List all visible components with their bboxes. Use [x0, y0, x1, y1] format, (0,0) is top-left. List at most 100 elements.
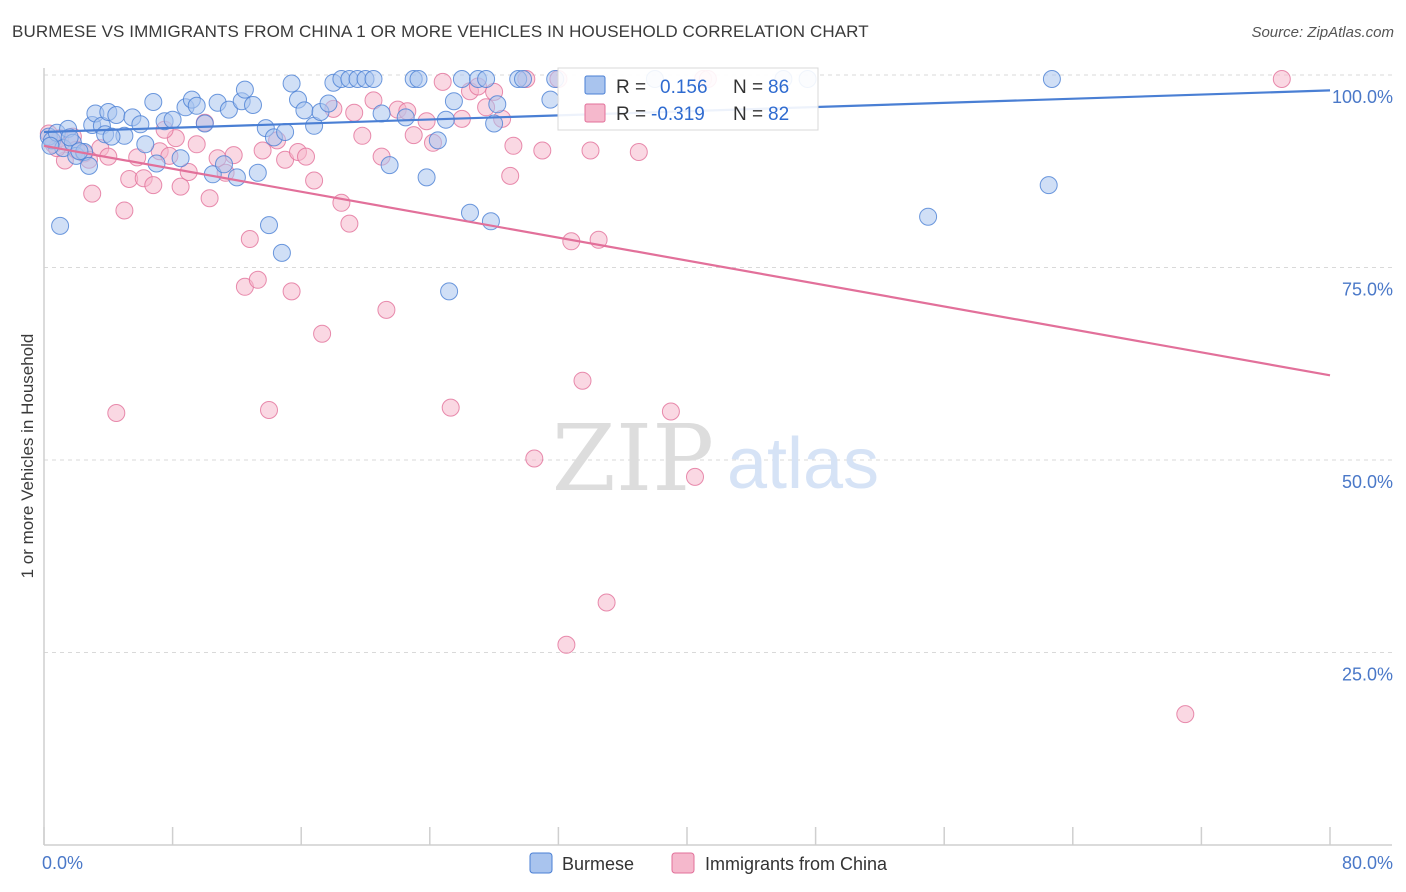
- china-point-7: [83, 184, 102, 203]
- stats-legend: R = 0.156 N = 86 R = -0.319 N = 82: [557, 67, 819, 131]
- burmese-point-81: [1042, 70, 1061, 88]
- series-legend-label-burmese: Burmese: [562, 854, 634, 874]
- series-legend-label-china: Immigrants from China: [705, 854, 888, 874]
- y-tick-label-2: 75.0%: [1342, 280, 1393, 300]
- trend-lines: [43, 89, 1331, 377]
- china-point-53: [441, 398, 460, 417]
- china-point-11: [115, 201, 134, 220]
- china-point-15: [144, 176, 163, 195]
- legend-n-label-china: N =: [733, 104, 763, 125]
- burmese-point-79: [919, 207, 938, 226]
- china-point-19: [171, 177, 190, 196]
- burmese-point-33: [227, 168, 246, 187]
- burmese-point-21: [147, 154, 166, 173]
- legend-r-label-china: R =: [616, 104, 646, 125]
- burmese-point-37: [248, 163, 267, 182]
- burmese-point-71: [488, 95, 507, 114]
- china-point-73: [661, 402, 680, 421]
- china-point-50: [417, 112, 436, 131]
- burmese-point-80: [1039, 176, 1058, 195]
- china-point-78: [1272, 70, 1291, 88]
- burmese-point-60: [417, 168, 436, 187]
- china-point-21: [187, 135, 206, 154]
- trend-line-china: [43, 144, 1331, 377]
- legend-n-value-burmese: 86: [768, 77, 789, 98]
- y-tick-label-0: 25.0%: [1342, 665, 1393, 685]
- burmese-point-32: [219, 100, 238, 119]
- china-point-68: [573, 371, 592, 390]
- burmese-point-3: [51, 216, 70, 235]
- china-point-44: [364, 91, 383, 110]
- watermark-atlas: atlas: [727, 424, 879, 504]
- china-point-52: [433, 72, 452, 91]
- burmese-point-19: [136, 135, 155, 154]
- series-legend-swatch-burmese: [529, 852, 553, 874]
- y-tick-label-3: 100.0%: [1332, 87, 1393, 107]
- legend-r-value-burmese: 0.156: [660, 77, 708, 98]
- burmese-point-31: [215, 155, 233, 174]
- burmese-point-24: [171, 149, 190, 168]
- legend-swatch-china: [584, 103, 606, 123]
- china-point-61: [504, 136, 523, 155]
- china-point-28: [240, 230, 259, 248]
- china-point-37: [305, 171, 324, 190]
- x-tick-marks: [43, 827, 1331, 845]
- burmese-point-82: [41, 136, 60, 155]
- burmese-point-39: [260, 216, 278, 235]
- china-point-36: [297, 147, 315, 166]
- legend-n-label-burmese: N =: [733, 77, 763, 98]
- burmese-point-35: [235, 80, 254, 99]
- china-point-41: [340, 214, 359, 233]
- burmese-point-85: [102, 127, 121, 146]
- legend-n-value-china: 82: [768, 104, 789, 125]
- burmese-point-73: [514, 70, 532, 88]
- grid-lines: [44, 74, 1392, 653]
- burmese-point-54: [364, 70, 383, 88]
- axes: [43, 68, 1392, 846]
- series-legend: Burmese Immigrants from China: [529, 852, 888, 874]
- watermark: ZIP atlas: [552, 405, 879, 512]
- burmese-point-74: [541, 90, 560, 109]
- china-point-38: [313, 324, 332, 343]
- burmese-point-68: [477, 70, 496, 88]
- china-point-63: [525, 449, 544, 468]
- burmese-point-59: [409, 70, 428, 88]
- series-legend-swatch-china: [671, 852, 695, 874]
- watermark-zip: ZIP: [552, 405, 714, 512]
- china-point-77: [1176, 705, 1195, 724]
- china-point-43: [353, 126, 372, 145]
- burmese-point-9: [80, 156, 98, 175]
- legend-r-label-burmese: R =: [616, 77, 646, 98]
- y-tick-label-1: 50.0%: [1342, 472, 1393, 492]
- source-label: Source: ZipAtlas.com: [1251, 24, 1394, 41]
- x-tick-label-min: 0.0%: [42, 853, 83, 873]
- burmese-point-43: [282, 74, 301, 93]
- burmese-point-36: [244, 96, 262, 114]
- burmese-point-23: [163, 110, 182, 129]
- burmese-point-42: [276, 123, 295, 141]
- burmese-point-45: [295, 101, 314, 120]
- china-point-42: [345, 103, 364, 122]
- china-point-60: [501, 166, 520, 185]
- china-point-71: [597, 593, 616, 612]
- x-tick-label-max: 80.0%: [1342, 853, 1393, 873]
- burmese-point-83: [60, 128, 79, 147]
- china-point-66: [557, 635, 576, 654]
- legend-swatch-burmese: [584, 75, 606, 95]
- china-point-23: [200, 189, 219, 208]
- china-point-49: [404, 126, 423, 145]
- china-point-74: [686, 467, 704, 486]
- burmese-point-15: [107, 106, 126, 124]
- burmese-point-63: [444, 92, 463, 111]
- china-point-10: [107, 404, 126, 422]
- china-point-30: [253, 141, 272, 160]
- burmese-point-48: [319, 94, 338, 113]
- burmese-point-57: [396, 108, 415, 127]
- china-point-64: [533, 141, 552, 160]
- china-point-69: [581, 141, 600, 160]
- series-burmese-points: [39, 70, 1061, 301]
- chart-title: BURMESE VS IMMIGRANTS FROM CHINA 1 OR MO…: [12, 22, 869, 41]
- china-point-29: [248, 270, 267, 289]
- china-point-46: [377, 300, 396, 319]
